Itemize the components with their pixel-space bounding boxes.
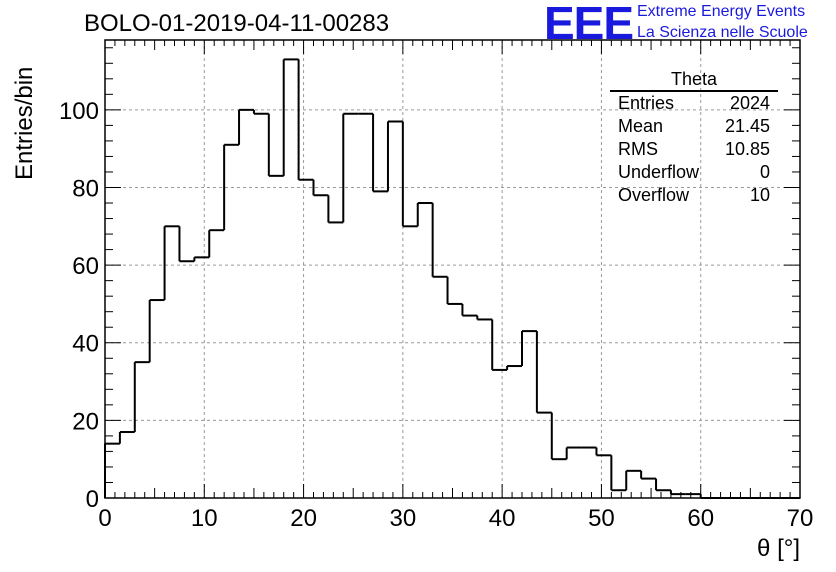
chart-title: BOLO-01-2019-04-11-00283 (84, 10, 390, 37)
stats-box: Theta Entries 2024 Mean 21.45 RMS 10.85 … (610, 70, 778, 207)
x-tick-label: 50 (588, 505, 615, 532)
x-tick-label: 40 (489, 505, 516, 532)
x-tick-label: 30 (390, 505, 417, 532)
x-tick-label: 70 (787, 505, 814, 532)
stats-title: Theta (610, 70, 778, 92)
x-tick-label: 10 (191, 505, 218, 532)
x-tick-label: 60 (687, 505, 714, 532)
stats-value: 10 (749, 185, 770, 205)
stats-value: 0 (759, 162, 770, 182)
y-tick-label: 60 (72, 253, 99, 280)
stats-row-overflow: Overflow 10 (610, 184, 778, 207)
x-tick-label: 20 (290, 505, 317, 532)
stats-label: Overflow (618, 185, 690, 205)
stats-label: Entries (618, 93, 675, 113)
eee-logo: EEE (544, 0, 634, 49)
y-tick-label: 20 (72, 408, 99, 435)
y-tick-label: 100 (59, 98, 99, 125)
y-tick-label: 80 (72, 175, 99, 202)
stats-value: 21.45 (724, 116, 770, 136)
stats-row-mean: Mean 21.45 (610, 115, 778, 138)
eee-logo-line2: La Scienza nelle Scuole (637, 24, 808, 41)
y-axis-label: Entries/bin (11, 67, 38, 180)
stats-label: RMS (618, 139, 658, 159)
x-tick-label: 0 (98, 505, 111, 532)
stats-label: Underflow (618, 162, 700, 182)
stats-value: 2024 (729, 93, 770, 113)
y-tick-label: 40 (72, 331, 99, 358)
stats-label: Mean (618, 116, 664, 136)
grid-layer (105, 40, 800, 498)
x-axis-label: θ [°] (757, 535, 800, 562)
stats-value: 10.85 (724, 139, 770, 159)
stats-row-underflow: Underflow 0 (610, 161, 778, 184)
eee-logo-line1: Extreme Energy Events (637, 3, 806, 20)
stats-row-entries: Entries 2024 (610, 92, 778, 115)
y-tick-label: 0 (86, 486, 99, 513)
stats-row-rms: RMS 10.85 (610, 138, 778, 161)
